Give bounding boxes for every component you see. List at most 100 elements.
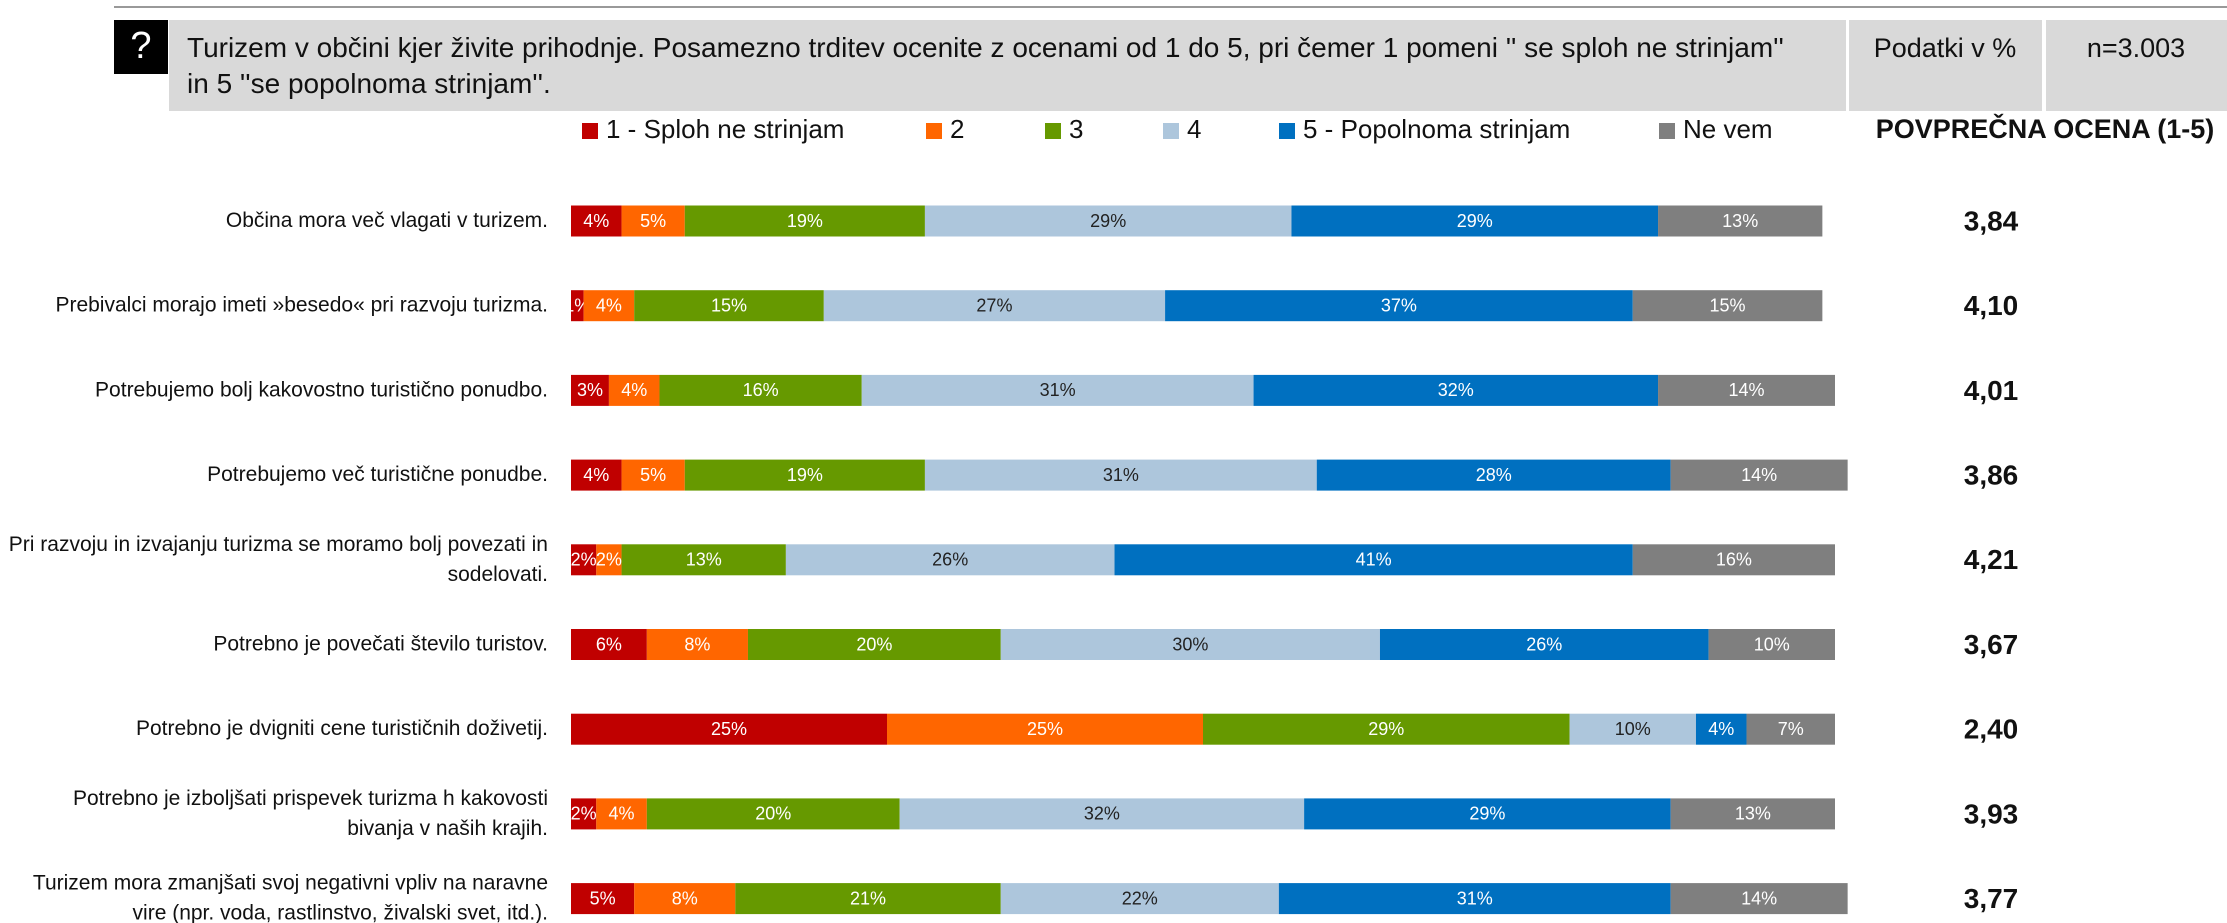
data-label: 5% xyxy=(590,888,616,908)
legend-label: 4 xyxy=(1187,114,1201,144)
data-label: 2% xyxy=(571,804,597,824)
bar-segment xyxy=(1695,713,1747,745)
bar-segment xyxy=(621,544,786,576)
average-value: 2,40 xyxy=(1964,714,2019,745)
bar-segment xyxy=(1670,459,1848,491)
average-value: 3,67 xyxy=(1964,629,2019,660)
legend-swatch xyxy=(1659,123,1675,139)
data-label: 20% xyxy=(856,634,892,654)
bar-segment xyxy=(596,544,622,576)
category-label: Prebivalci morajo imeti »besedo« pri raz… xyxy=(55,293,548,316)
average-value: 3,84 xyxy=(1964,205,2019,236)
data-label: 22% xyxy=(1122,888,1158,908)
bar-segment xyxy=(823,290,1166,322)
average-value: 4,10 xyxy=(1964,290,2019,321)
bar-segment xyxy=(785,544,1115,576)
category-label: Pri razvoju in izvajanju turizma se mora… xyxy=(9,532,548,585)
data-label: 25% xyxy=(711,719,747,739)
bar-segment xyxy=(1000,883,1279,915)
data-label: 32% xyxy=(1438,380,1474,400)
bar-segment xyxy=(1746,713,1835,745)
bar-segment xyxy=(1379,629,1709,660)
data-label: 16% xyxy=(743,380,779,400)
data-label: 19% xyxy=(787,211,823,231)
n-box xyxy=(2046,20,2227,111)
bar-segment xyxy=(1658,374,1835,406)
category-label: Občina mora več vlagati v turizem. xyxy=(226,209,548,232)
average-value: 4,21 xyxy=(1964,544,2019,575)
bar-segment xyxy=(571,290,584,322)
bar-segment xyxy=(571,883,635,915)
bar-segment xyxy=(924,205,1292,237)
legend-swatch xyxy=(1045,123,1061,139)
bar-segment xyxy=(1708,629,1835,660)
data-label: 4% xyxy=(583,211,609,231)
legend-swatch xyxy=(926,123,942,139)
title-box xyxy=(169,20,1846,111)
data-label: 30% xyxy=(1172,634,1208,654)
data-label: 29% xyxy=(1469,804,1505,824)
data-label: 16% xyxy=(1716,550,1752,570)
category-label: Potrebno je povečati število turistov. xyxy=(213,632,548,655)
data-label: 15% xyxy=(1710,295,1746,315)
data-label: 15% xyxy=(711,295,747,315)
bar-segment xyxy=(634,883,736,915)
bar-segment xyxy=(684,205,925,237)
legend-swatch xyxy=(1279,123,1295,139)
bar-segment xyxy=(899,798,1305,830)
unit-label: Podatki v % xyxy=(1874,33,2017,63)
data-label: 27% xyxy=(976,295,1012,315)
bar-segment xyxy=(1632,544,1835,576)
legend-label: 1 - Sploh ne strinjam xyxy=(606,114,844,144)
bar-segment xyxy=(596,798,647,830)
data-label: 31% xyxy=(1457,888,1493,908)
bar-segment xyxy=(571,544,597,576)
bar-segment xyxy=(608,374,660,406)
data-label: 29% xyxy=(1457,211,1493,231)
bar-segment xyxy=(1253,374,1659,406)
legend-label: Ne vem xyxy=(1683,114,1773,144)
data-label: 31% xyxy=(1040,380,1076,400)
data-label: 28% xyxy=(1476,465,1512,485)
data-label: 3% xyxy=(577,380,603,400)
bar-segment xyxy=(861,374,1254,406)
bar-segment xyxy=(1316,459,1671,491)
category-label: Turizem mora zmanjšati svoj negativni vp… xyxy=(33,871,548,923)
bar-segment xyxy=(571,713,887,745)
bar-segment xyxy=(583,290,635,322)
data-label: 5% xyxy=(640,211,666,231)
data-label: 10% xyxy=(1754,634,1790,654)
bar-segment xyxy=(747,629,1001,660)
bar-segment xyxy=(1165,290,1633,322)
data-label: 6% xyxy=(596,634,622,654)
unit-box xyxy=(1849,20,2042,111)
data-label: 4% xyxy=(621,380,647,400)
data-label: 13% xyxy=(1735,804,1771,824)
data-label: 14% xyxy=(1729,380,1765,400)
data-label: 14% xyxy=(1741,465,1777,485)
legend-label: 2 xyxy=(950,114,964,144)
category-label: Potrebno je dvigniti cene turističnih do… xyxy=(136,717,548,740)
bar-segment xyxy=(735,883,1001,915)
bar-segment xyxy=(1569,713,1696,745)
bar-segment xyxy=(1000,629,1380,660)
bar-segment xyxy=(571,374,609,406)
bar-segment xyxy=(571,798,597,830)
category-label: Potrebno je izboljšati prispevek turizma… xyxy=(73,786,548,839)
data-label: 4% xyxy=(609,804,635,824)
question-icon xyxy=(114,20,168,74)
average-value: 4,01 xyxy=(1964,375,2019,406)
bar-segment xyxy=(621,459,685,491)
data-label: 2% xyxy=(596,550,622,570)
data-label: 19% xyxy=(787,465,823,485)
data-label: 10% xyxy=(1615,719,1651,739)
average-value: 3,93 xyxy=(1964,798,2019,829)
bar-segment xyxy=(634,290,824,322)
bar-segment xyxy=(1670,798,1835,830)
bar-segment xyxy=(1304,798,1671,830)
legend-swatch xyxy=(1163,123,1179,139)
data-label: 37% xyxy=(1381,295,1417,315)
data-label: 21% xyxy=(850,888,886,908)
data-label: 4% xyxy=(596,295,622,315)
